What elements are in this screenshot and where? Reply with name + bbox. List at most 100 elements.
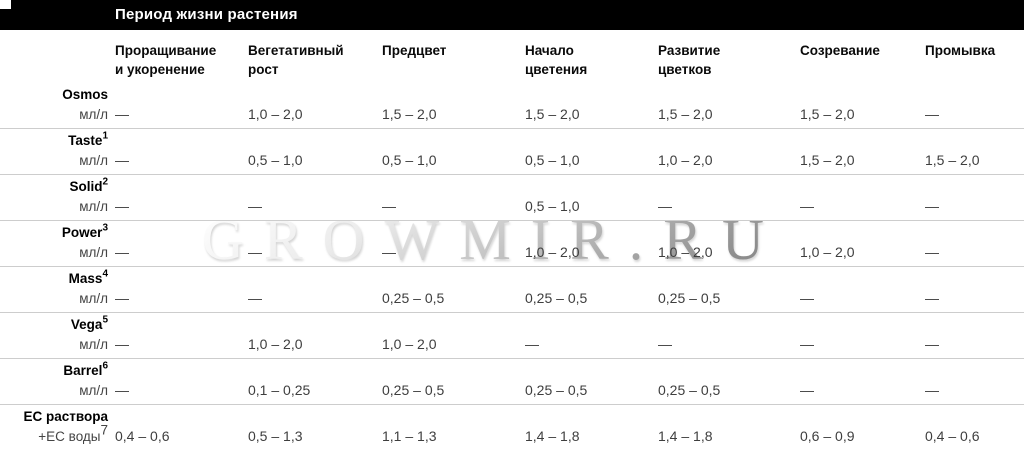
table-row: Solid2 мл/л — — — 0,5 – 1,0 — — — bbox=[0, 175, 1024, 221]
table-row: EC раствора +EC воды7 0,4 – 0,6 0,5 – 1,3… bbox=[0, 405, 1024, 450]
cell-value: 0,25 – 0,5 bbox=[382, 290, 445, 306]
cell-value: 1,4 – 1,8 bbox=[525, 428, 580, 444]
table-cell: 1,5 – 2,0 bbox=[925, 131, 1024, 174]
cell-value: 0,25 – 0,5 bbox=[525, 290, 588, 306]
cell-value: — bbox=[115, 152, 129, 168]
table-cell: 1,4 – 1,8 bbox=[525, 407, 658, 450]
table-cell: 0,25 – 0,5 bbox=[382, 361, 525, 404]
table-cell: 0,4 – 0,6 bbox=[925, 407, 1024, 450]
row-header: Power3 мл/л bbox=[0, 223, 115, 266]
product-footnote-marker: 1 bbox=[102, 130, 108, 142]
cell-value: — bbox=[382, 198, 396, 214]
table-cell: 0,4 – 0,6 bbox=[115, 407, 248, 450]
table-cell: — bbox=[800, 177, 925, 220]
cell-value: — bbox=[925, 290, 939, 306]
cell-value: — bbox=[115, 290, 129, 306]
period-header-bar: Период жизни растения bbox=[0, 0, 1024, 30]
product-name-line: Mass4 bbox=[0, 269, 108, 289]
column-header: Вегетативный рост bbox=[248, 41, 382, 79]
cell-value: 1,0 – 2,0 bbox=[800, 244, 855, 260]
row-header: Solid2 мл/л bbox=[0, 177, 115, 220]
row-header: Mass4 мл/л bbox=[0, 269, 115, 312]
product-footnote-marker: 4 bbox=[102, 268, 108, 280]
table-cell: 1,5 – 2,0 bbox=[382, 85, 525, 128]
row-unit-line: мл/л bbox=[0, 335, 108, 354]
cell-value: — bbox=[115, 336, 129, 352]
product-name-line: Solid2 bbox=[0, 177, 108, 197]
column-header: Предцвет bbox=[382, 41, 525, 79]
product-name: Vega bbox=[70, 317, 103, 332]
table-cell: — bbox=[382, 177, 525, 220]
column-header: Развитие цветков bbox=[658, 41, 800, 79]
cell-value: — bbox=[115, 198, 129, 214]
cell-value: 0,5 – 1,0 bbox=[382, 152, 437, 168]
row-unit: мл/л bbox=[79, 291, 108, 306]
table-cell: 0,5 – 1,0 bbox=[248, 131, 382, 174]
row-unit-line: мл/л bbox=[0, 151, 108, 170]
cell-value: 0,4 – 0,6 bbox=[115, 428, 170, 444]
table-cell: 1,0 – 2,0 bbox=[658, 131, 800, 174]
cell-value: 1,5 – 2,0 bbox=[382, 106, 437, 122]
cell-value: 0,25 – 0,5 bbox=[658, 290, 721, 306]
product-footnote-marker: 2 bbox=[102, 176, 108, 188]
cell-value: — bbox=[382, 244, 396, 260]
table-cell: 0,5 – 1,0 bbox=[382, 131, 525, 174]
table-cell: 1,5 – 2,0 bbox=[525, 85, 658, 128]
table-cell: 1,0 – 2,0 bbox=[800, 223, 925, 266]
cell-value: 0,25 – 0,5 bbox=[525, 382, 588, 398]
table-cell: 1,0 – 2,0 bbox=[525, 223, 658, 266]
table-cell: 0,25 – 0,5 bbox=[525, 361, 658, 404]
cell-value: — bbox=[925, 382, 939, 398]
table-cell: — bbox=[248, 269, 382, 312]
row-unit-line: мл/л bbox=[0, 197, 108, 216]
row-unit: +EC воды bbox=[38, 429, 101, 444]
product-name: Solid bbox=[69, 179, 103, 194]
table-cell: — bbox=[115, 315, 248, 358]
cell-value: — bbox=[925, 106, 939, 122]
table-cell: — bbox=[248, 177, 382, 220]
column-header-spacer bbox=[0, 41, 115, 79]
product-footnote-marker: 3 bbox=[102, 222, 108, 234]
table-cell: 0,25 – 0,5 bbox=[382, 269, 525, 312]
product-footnote-marker: 5 bbox=[102, 314, 108, 326]
table-cell: — bbox=[800, 269, 925, 312]
row-header: Vega5 мл/л bbox=[0, 315, 115, 358]
cell-value: 1,0 – 2,0 bbox=[248, 106, 303, 122]
table-cell: 1,5 – 2,0 bbox=[800, 131, 925, 174]
table-cell: 0,25 – 0,5 bbox=[525, 269, 658, 312]
cell-value: 1,0 – 2,0 bbox=[525, 244, 580, 260]
table-cell: 1,0 – 2,0 bbox=[248, 85, 382, 128]
cell-value: 1,5 – 2,0 bbox=[658, 106, 713, 122]
table-cell: — bbox=[382, 223, 525, 266]
column-header-row: Проращивание и укоренение Вегетативный ро… bbox=[0, 30, 1024, 79]
row-unit: мл/л bbox=[79, 153, 108, 168]
table-cell: 0,5 – 1,0 bbox=[525, 131, 658, 174]
row-header: Taste1 мл/л bbox=[0, 131, 115, 174]
column-header-label: Проращивание и укоренение bbox=[115, 43, 217, 77]
row-unit-line: мл/л bbox=[0, 243, 108, 262]
column-header-label: Начало цветения bbox=[525, 43, 588, 77]
cell-value: — bbox=[800, 290, 814, 306]
table-cell: — bbox=[115, 85, 248, 128]
cell-value: 1,5 – 2,0 bbox=[800, 152, 855, 168]
column-header: Созревание bbox=[800, 41, 925, 79]
cell-value: — bbox=[925, 244, 939, 260]
table-row: Osmos мл/л — 1,0 – 2,0 1,5 – 2,0 1,5 – 2,0 1… bbox=[0, 83, 1024, 129]
column-header: Проращивание и укоренение bbox=[115, 41, 248, 79]
table-cell: — bbox=[800, 315, 925, 358]
product-name-line: Power3 bbox=[0, 223, 108, 243]
table-cell: — bbox=[925, 315, 1024, 358]
column-header-label: Вегетативный рост bbox=[248, 43, 344, 77]
cell-value: — bbox=[525, 336, 539, 352]
table-cell: 1,0 – 2,0 bbox=[658, 223, 800, 266]
table-cell: — bbox=[800, 361, 925, 404]
table-cell: 1,5 – 2,0 bbox=[800, 85, 925, 128]
product-footnote-marker: 6 bbox=[102, 360, 108, 372]
table-cell: — bbox=[525, 315, 658, 358]
table-cell: — bbox=[925, 269, 1024, 312]
cell-value: 0,5 – 1,3 bbox=[248, 428, 303, 444]
corner-notch bbox=[0, 0, 11, 9]
cell-value: 1,1 – 1,3 bbox=[382, 428, 437, 444]
cell-value: 0,25 – 0,5 bbox=[382, 382, 445, 398]
